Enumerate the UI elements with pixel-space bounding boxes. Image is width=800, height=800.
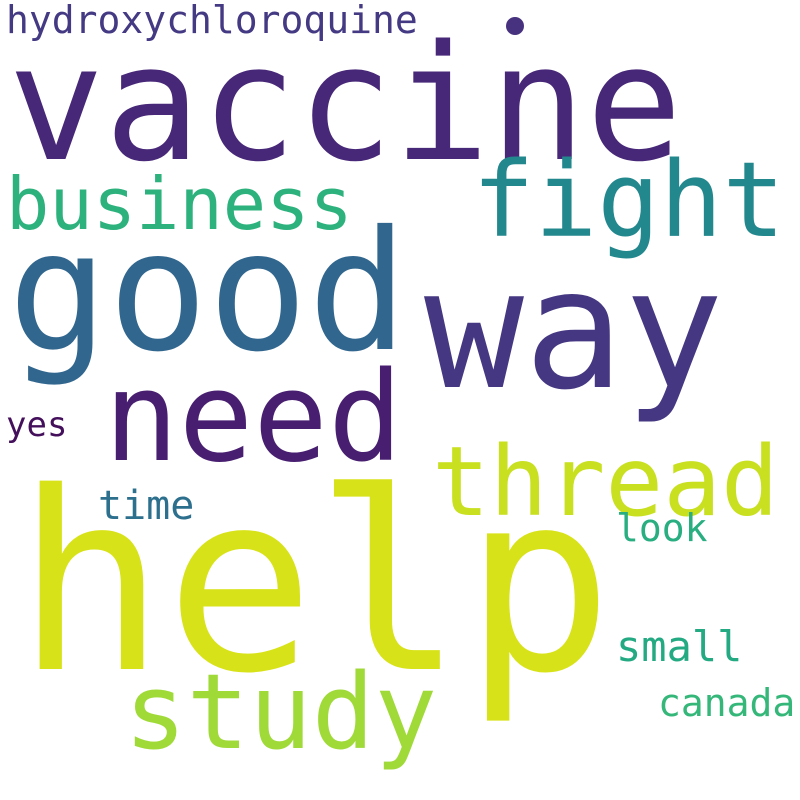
- word-time: time: [98, 483, 195, 529]
- word-look: look: [616, 506, 708, 550]
- word-small: small: [616, 622, 743, 671]
- word-good: good: [8, 196, 408, 389]
- word-business: business: [6, 162, 353, 246]
- stray-dot: [506, 17, 524, 35]
- word-hydroxychloroquine: hydroxychloroquine: [6, 0, 418, 42]
- word-study: study: [124, 651, 438, 773]
- word-way: way: [424, 234, 724, 427]
- word-canada: canada: [658, 681, 796, 725]
- word-vaccine: vaccine: [8, 10, 683, 197]
- word-thread: thread: [432, 426, 779, 538]
- word-yes: yes: [6, 405, 68, 445]
- word-fight: fight: [472, 139, 786, 261]
- word-need: need: [104, 346, 403, 490]
- word-help: help: [16, 440, 614, 728]
